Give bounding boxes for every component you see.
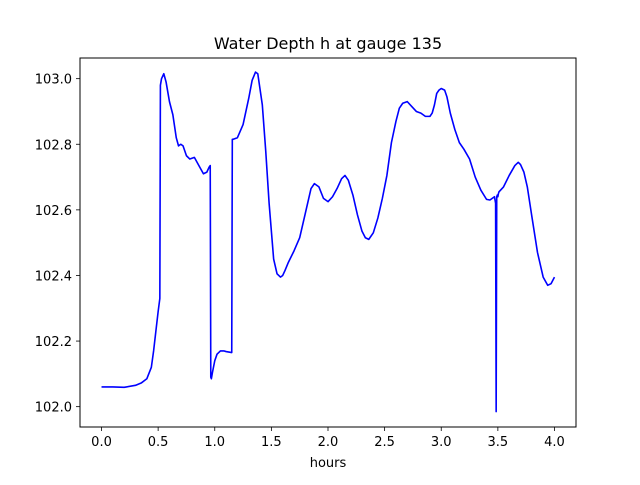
x-axis-ticks: 0.0 0.5 1.0 1.5 2.0 2.5 3.0 3.5 4.0 — [91, 427, 565, 450]
y-tick-label: 102.6 — [35, 204, 72, 219]
x-tick-label: 1.5 — [261, 435, 282, 450]
x-tick-label: 3.5 — [488, 435, 509, 450]
y-tick-label: 102.4 — [35, 269, 72, 284]
x-axis-label: hours — [310, 456, 347, 471]
x-tick-label: 0.5 — [148, 435, 169, 450]
plot-layer — [101, 71, 556, 413]
y-tick-label: 102.8 — [35, 138, 72, 153]
y-tick-label: 102.0 — [35, 401, 72, 416]
y-tick-label: 103.0 — [35, 73, 72, 88]
y-axis-ticks: 102.0 102.2 102.4 102.6 102.8 103.0 — [35, 73, 80, 416]
x-tick-label: 0.0 — [91, 435, 112, 450]
x-tick-label: 2.5 — [374, 435, 395, 450]
chart-title: Water Depth h at gauge 135 — [214, 34, 442, 53]
x-tick-label: 1.0 — [204, 435, 225, 450]
series-line — [101, 71, 556, 413]
x-tick-label: 4.0 — [544, 435, 565, 450]
x-tick-label: 3.0 — [431, 435, 452, 450]
x-tick-label: 2.0 — [318, 435, 339, 450]
y-tick-label: 102.2 — [35, 335, 72, 350]
